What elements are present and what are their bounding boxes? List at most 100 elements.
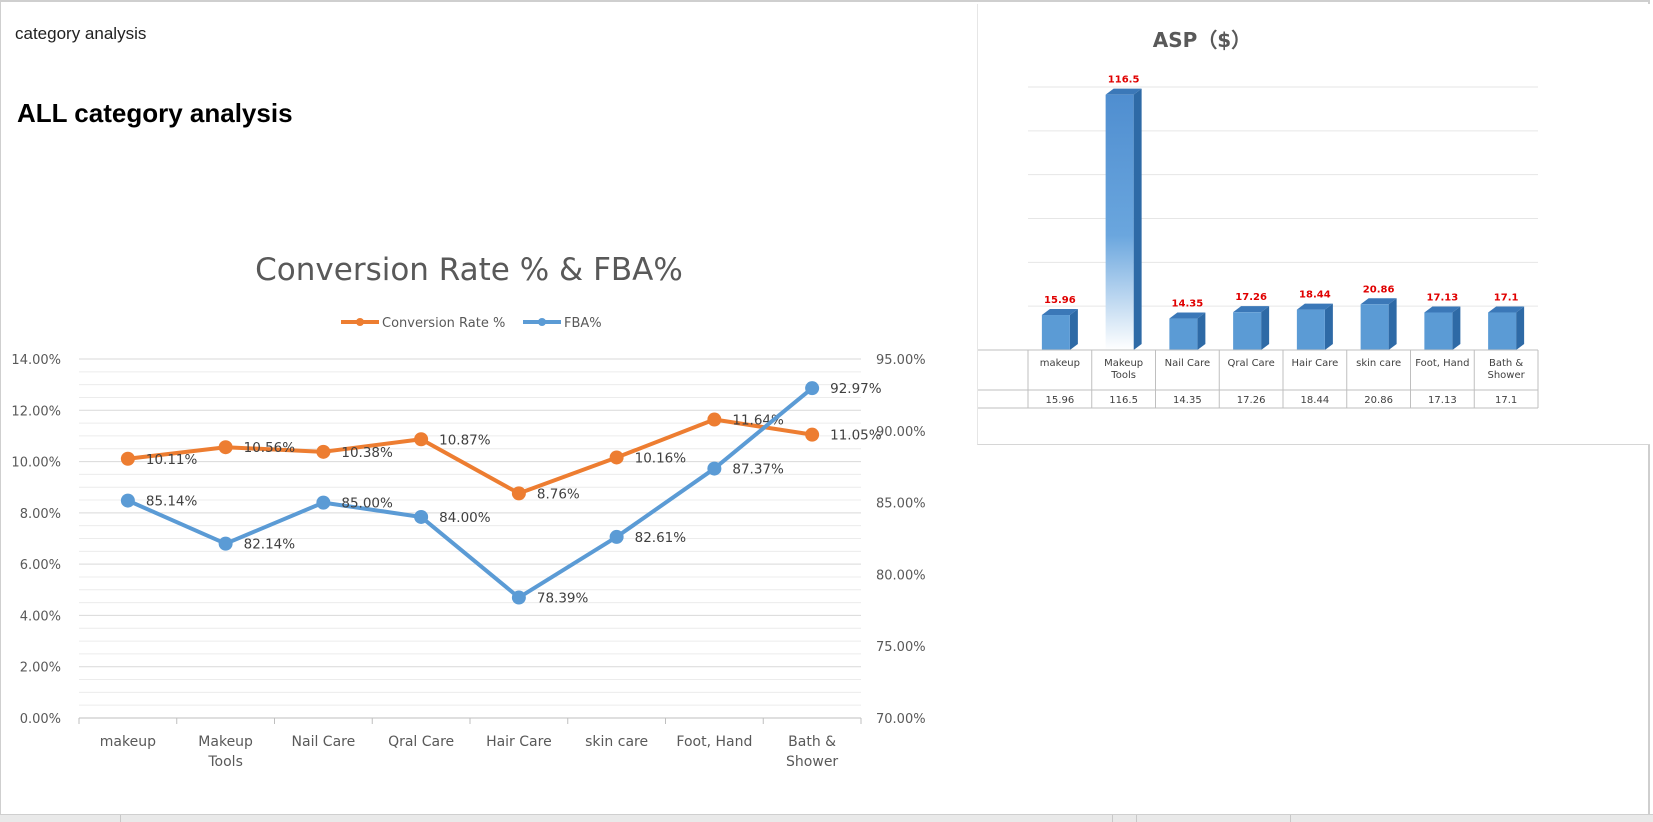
- bar-value-label: 17.1: [1494, 293, 1519, 304]
- data-label: 85.14%: [146, 494, 198, 510]
- bar: [1488, 312, 1517, 350]
- table-category-label: skin care: [1356, 358, 1401, 369]
- page-heading: ALL category analysis: [17, 98, 293, 128]
- data-label: 92.97%: [830, 381, 882, 397]
- category-label: makeup: [100, 734, 156, 750]
- bar-value-label: 17.26: [1235, 292, 1267, 303]
- asp-bars: 15.96 116.5 14.35 17.26 18.44 20.86 17.13 17.1: [1041, 75, 1525, 350]
- asp-chart-title: ASP（$）: [1153, 28, 1251, 52]
- table-category-label: Bath &: [1489, 358, 1523, 369]
- bar-side: [1261, 306, 1270, 350]
- data-label: 87.37%: [732, 462, 784, 478]
- table-value: 17.13: [1428, 395, 1457, 406]
- table-category-label: Hair Care: [1291, 358, 1338, 369]
- bar-value-label: 116.5: [1108, 75, 1140, 86]
- bar: [1296, 309, 1325, 350]
- table-category-label: Qral Care: [1228, 358, 1275, 369]
- table-value: 15.96: [1046, 395, 1075, 406]
- status-divider: [1136, 815, 1137, 822]
- left-tick-label: 6.00%: [20, 558, 61, 573]
- data-label: 11.05%: [830, 428, 882, 444]
- category-label: skin care: [585, 734, 648, 750]
- category-label: Nail Care: [292, 734, 356, 750]
- data-point: [609, 529, 624, 544]
- data-point: [218, 536, 233, 551]
- right-tick-label: 85.00%: [876, 497, 926, 512]
- chart-legend: Conversion Rate % FBA%: [341, 316, 602, 331]
- status-divider: [1112, 815, 1113, 822]
- right-tick-label: 80.00%: [876, 568, 926, 583]
- bar: [1360, 304, 1389, 350]
- chart-title: Conversion Rate % & FBA%: [255, 252, 683, 288]
- bar-top: [1041, 309, 1078, 316]
- data-label: 10.11%: [146, 452, 198, 468]
- bar-top: [1169, 312, 1206, 319]
- bar-top: [1360, 298, 1397, 305]
- category-label: Tools: [207, 754, 243, 770]
- data-point: [805, 381, 820, 396]
- category-label: Bath &: [788, 734, 836, 750]
- asp-gridlines: [1028, 86, 1538, 307]
- left-tick-label: 0.00%: [20, 712, 61, 727]
- table-value: 18.44: [1301, 395, 1330, 406]
- legend-label-conversion: Conversion Rate %: [382, 316, 505, 331]
- data-point: [218, 440, 233, 455]
- bar-top: [1233, 306, 1270, 313]
- data-label: 10.56%: [244, 440, 296, 456]
- left-tick-label: 8.00%: [20, 507, 61, 522]
- bar: [1233, 312, 1262, 350]
- table-value: 17.26: [1237, 395, 1266, 406]
- bar: [1041, 315, 1070, 350]
- data-label: 10.38%: [341, 445, 393, 461]
- data-point: [707, 461, 722, 476]
- bar-side: [1069, 309, 1078, 350]
- data-point: [805, 427, 820, 442]
- status-divider: [1290, 815, 1291, 822]
- data-point: [316, 444, 331, 459]
- left-tick-label: 4.00%: [20, 609, 61, 624]
- bar-value-label: 17.13: [1427, 292, 1459, 303]
- category-label: Makeup: [198, 734, 253, 750]
- table-value: 14.35: [1173, 395, 1202, 406]
- bar: [1424, 312, 1453, 350]
- data-point: [707, 412, 722, 427]
- data-point: [609, 450, 624, 465]
- category-label: Hair Care: [486, 734, 552, 750]
- conversion-fba-chart[interactable]: Conversion Rate % & FBA% Conversion Rate…: [1, 242, 971, 782]
- bar-side: [1133, 88, 1142, 350]
- bar-side: [1324, 303, 1333, 350]
- bar: [1105, 94, 1134, 350]
- table-value: 116.5: [1109, 395, 1138, 406]
- bar-value-label: 20.86: [1363, 284, 1395, 295]
- right-tick-label: 70.00%: [876, 712, 926, 727]
- table-category-label: Shower: [1488, 370, 1526, 381]
- chart-gridlines: [78, 358, 862, 724]
- right-tick-label: 90.00%: [876, 425, 926, 440]
- data-label: 8.76%: [537, 486, 580, 502]
- bar-side: [1388, 298, 1397, 350]
- legend-marker-conversion: [356, 318, 364, 326]
- data-label: 78.39%: [537, 591, 589, 607]
- legend-marker-fba: [538, 318, 546, 326]
- bar-value-label: 14.35: [1172, 299, 1204, 310]
- bar-top: [1488, 306, 1525, 313]
- category-axis: makeup Makeup Tools Nail Care Qral Care Hair …: [100, 734, 839, 770]
- data-label: 84.00%: [439, 510, 491, 526]
- bar-side: [1197, 312, 1206, 350]
- category-label: Qral Care: [388, 734, 454, 750]
- status-divider: [120, 815, 121, 822]
- left-tick-label: 14.00%: [11, 353, 61, 368]
- category-label: Shower: [786, 754, 838, 770]
- legend-label-fba: FBA%: [564, 316, 602, 331]
- right-tick-label: 95.00%: [876, 353, 926, 368]
- bar-value-label: 15.96: [1044, 295, 1076, 306]
- sheet-title: category analysis: [15, 24, 147, 43]
- category-label: Foot, Hand: [676, 734, 752, 750]
- data-label: 10.87%: [439, 432, 491, 448]
- chart-series: 10.11% 10.56% 10.38% 10.87% 8.76% 10.16% 11.64…: [120, 381, 882, 607]
- asp-chart[interactable]: ASP（$） 020406080100120 15.96116.514.3517…: [978, 4, 1650, 444]
- data-point: [414, 509, 429, 524]
- right-tick-label: 75.00%: [876, 640, 926, 655]
